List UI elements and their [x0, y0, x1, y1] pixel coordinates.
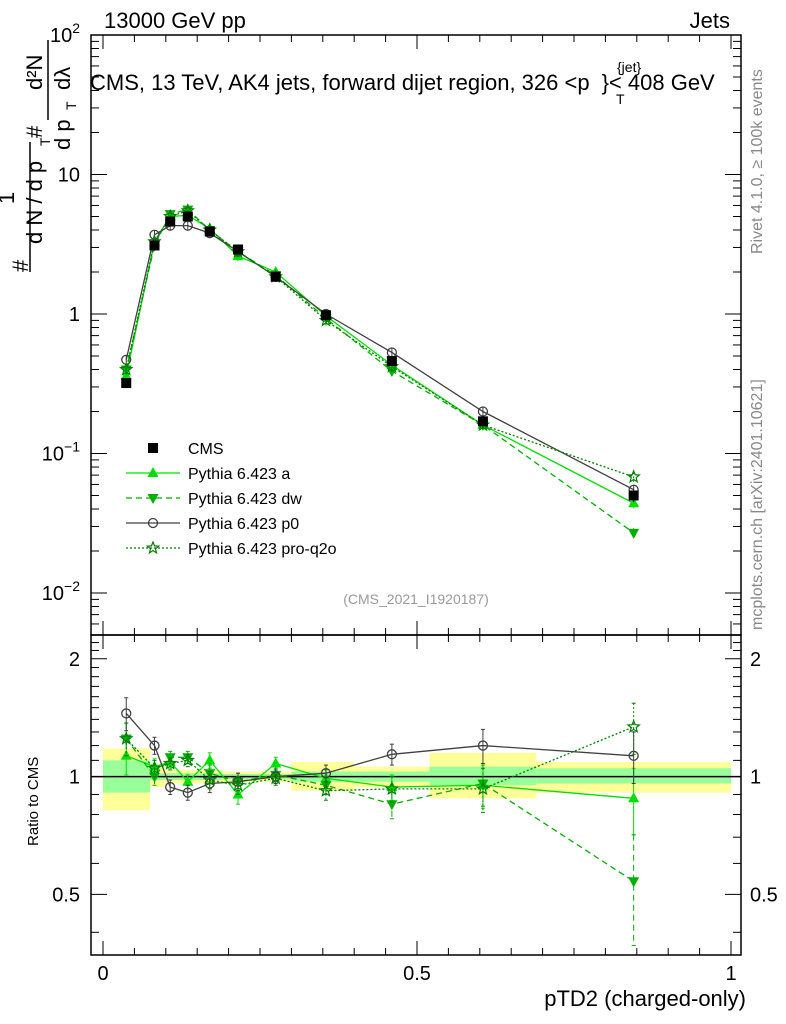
ratio-frame: [90, 634, 742, 956]
ratio-point-pythia_pro: [162, 755, 178, 770]
ratio-y-tick-label: 1: [69, 767, 80, 789]
ratio-point-pythia_p0: [182, 787, 193, 798]
data-point: [628, 490, 639, 501]
ratio-point-pythia_p0: [165, 781, 176, 793]
legend-marker: [148, 443, 158, 453]
side-note-bottom: mcplots.cern.ch [arXiv:2401.10621]: [749, 379, 766, 630]
series-point-pythia_dw: [164, 210, 176, 221]
main-y-tick-label: 10: [58, 165, 80, 187]
plot-title-sup: {jet}: [617, 59, 641, 75]
x-tick-label: 0.5: [403, 963, 431, 985]
legend: CMS Pythia 6.423 a Pythia 6.423 dw Pythia 6…: [126, 441, 337, 558]
ratio-point-pythia_a: [270, 757, 282, 768]
ratio-point-pythia_pro: [147, 760, 162, 775]
svg-text:CMS, 13 TeV, AK4 jets, forward: CMS, 13 TeV, AK4 jets, forward dijet reg…: [90, 70, 715, 95]
ylabel-T2: T: [63, 101, 79, 110]
data-point: [204, 226, 215, 237]
ylabel-dN: d N / d p: [22, 161, 47, 244]
series-point-pythia_a: [628, 497, 640, 508]
header-right: Jets: [690, 8, 730, 33]
data-point: [320, 310, 331, 321]
ratio-point-pythia_dw: [148, 772, 160, 783]
ratio-point-pythia_a: [182, 775, 194, 786]
ratio-point-pythia_pro: [475, 781, 491, 796]
data-point: [165, 216, 176, 227]
ratio-y-label: Ratio to CMS: [25, 757, 42, 846]
ylabel-d2N: d²N: [22, 55, 47, 90]
ratio-y-tick-label-right: 0.5: [750, 884, 778, 906]
main-y-tick-label: 1: [69, 304, 80, 326]
legend-label: Pythia 6.423 dw: [188, 491, 302, 508]
legend-marker: [145, 540, 161, 555]
analysis-label: (CMS_2021_I1920187): [343, 591, 489, 607]
side-note-top: Rivet 4.1.0, ≥ 100k events: [749, 69, 766, 254]
ratio-point-pythia_p0: [386, 749, 398, 760]
legend-label: Pythia 6.423 pro-q2o: [188, 541, 337, 558]
ratio-point-pythia_pro: [202, 772, 218, 787]
ylabel-hash1: #: [8, 259, 33, 272]
legend-marker: [147, 467, 159, 477]
series-line-pythia_a: [125, 214, 634, 504]
main-y-tick-label: 10−2: [42, 578, 80, 605]
main-y-label: # 1 d N / d p T # d p T d²N dλ: [0, 40, 79, 272]
ratio-point-pythia_pro: [318, 783, 334, 797]
legend-label: CMS: [188, 441, 224, 458]
series-line-pythia_pro: [125, 209, 634, 478]
data-point: [386, 356, 397, 367]
series-point-pythia_p0: [149, 229, 160, 240]
data-point: [149, 240, 160, 251]
plot-title: CMS, 13 TeV, AK4 jets, forward dijet reg…: [90, 59, 715, 107]
ratio-point-pythia_a: [628, 792, 640, 803]
ratio-point-pythia_p0: [477, 740, 489, 751]
legend-marker: [147, 517, 159, 529]
ratio-y-tick-label: 0.5: [52, 884, 80, 906]
ylabel-T1: T: [37, 137, 53, 146]
ratio-point-pythia_dw: [386, 800, 398, 811]
main-y-tick-label: 102: [50, 20, 80, 47]
header-left: 13000 GeV pp: [104, 8, 246, 33]
ylabel-hash2: #: [22, 125, 47, 138]
main-y-tick-label: 10−1: [42, 439, 80, 466]
series-point-pythia_dw: [628, 528, 640, 539]
ratio-point-pythia_pro: [118, 730, 134, 745]
ylabel-one: 1: [0, 192, 19, 204]
ratio-point-pythia_pro: [230, 777, 246, 792]
data-point: [270, 271, 281, 282]
plot-title-text: CMS, 13 TeV, AK4 jets, forward dijet reg…: [90, 70, 590, 95]
ratio-y-tick-label-right: 1: [750, 767, 761, 789]
data-point: [233, 244, 244, 255]
ratio-point-pythia_dw: [628, 877, 640, 888]
ratio-point-pythia_p0: [320, 768, 332, 779]
plot-title-end: }< 408 GeV: [602, 70, 715, 95]
series-point-pythia_p0: [477, 406, 489, 417]
ratio-point-pythia_pro: [626, 719, 641, 734]
ratio-y-tick-label: 2: [69, 649, 80, 671]
ratio-point-pythia_p0: [149, 740, 160, 751]
ratio-panel: 2 2 1 1 0.5 0.5: [52, 634, 778, 956]
data-point: [477, 416, 488, 427]
plot-title-sub: T: [616, 91, 625, 107]
ratio-point-pythia_a: [204, 754, 216, 765]
ratio-point-pythia_pro: [268, 770, 283, 785]
series-point-pythia_pro: [626, 469, 641, 484]
legend-label: Pythia 6.423 a: [188, 466, 290, 483]
ratio-point-pythia_p0: [121, 708, 132, 719]
data-point: [121, 378, 132, 389]
series-line-pythia_dw: [125, 208, 635, 534]
ratio-point-pythia_pro: [180, 752, 196, 767]
legend-label: Pythia 6.423 p0: [188, 516, 299, 533]
series-point-pythia_pro: [118, 361, 134, 376]
ylabel-dpT: d p: [50, 119, 75, 150]
ratio-y-tick-label-right: 2: [750, 649, 761, 671]
ratio-line-pythia_dw: [125, 738, 635, 882]
x-tick-label: 1: [725, 963, 736, 985]
data-point: [182, 211, 193, 222]
ratio-point-pythia_pro: [384, 781, 400, 796]
ylabel-dlambda: dλ: [50, 67, 75, 90]
x-axis-label: pTD2 (charged-only): [544, 986, 746, 1011]
legend-marker: [147, 494, 159, 504]
main-panel: 102 10 1 10−1 10−2 CMS Pythia 6.423 a Pythia 6.…: [42, 20, 742, 636]
x-tick-label: 0: [97, 963, 108, 985]
